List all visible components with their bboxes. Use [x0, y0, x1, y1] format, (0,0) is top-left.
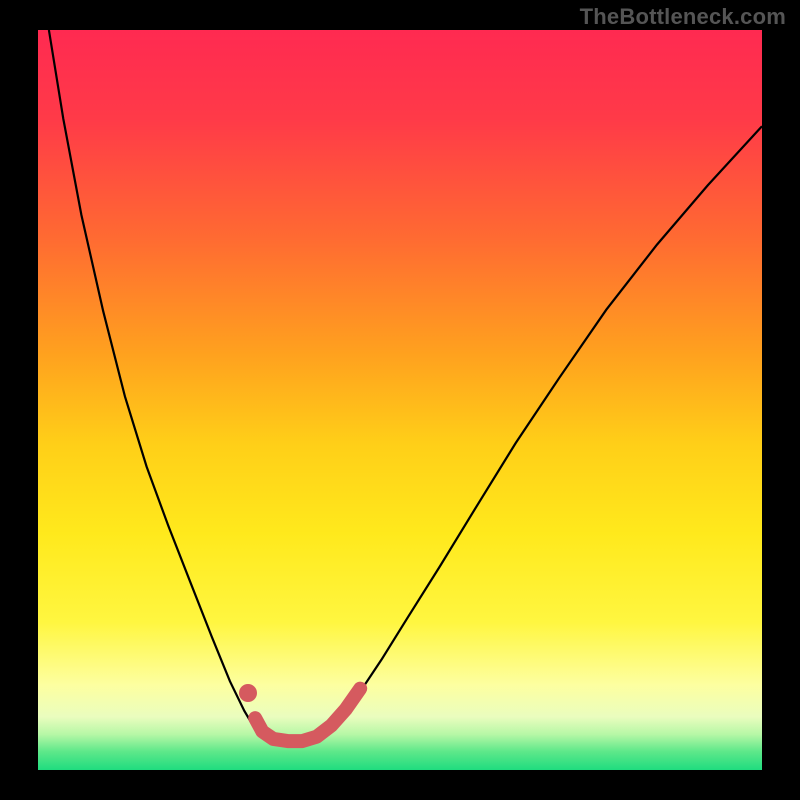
- plot-region: [38, 30, 762, 770]
- watermark-text: TheBottleneck.com: [580, 4, 786, 30]
- bottleneck-plot: [0, 0, 800, 800]
- overlay-marker-dot: [239, 684, 257, 702]
- chart-stage: TheBottleneck.com: [0, 0, 800, 800]
